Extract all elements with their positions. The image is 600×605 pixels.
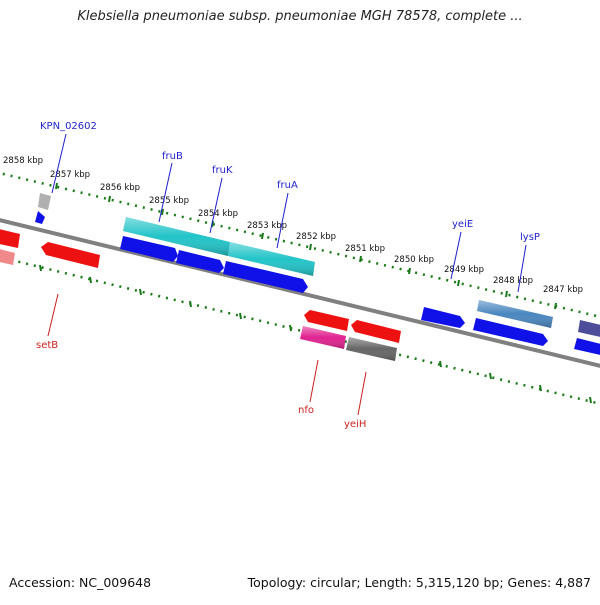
gene-setb[interactable] xyxy=(41,242,100,268)
leader-fruk xyxy=(209,177,223,234)
gene-label-frua: fruA xyxy=(277,180,298,191)
gene-kpn02602-arrow[interactable] xyxy=(35,211,45,224)
ruler-label: 2855 kbp xyxy=(149,196,189,206)
ruler-label: 2858 kbp xyxy=(3,156,43,166)
inner-major-ticks xyxy=(39,264,592,404)
gene-frub-lower[interactable] xyxy=(120,236,178,262)
genome-backbone xyxy=(0,218,600,368)
leader-yeih xyxy=(357,371,367,416)
gene-label-yeih: yeiH xyxy=(344,419,366,430)
gene-kpn02602[interactable] xyxy=(38,193,51,210)
leader-frua xyxy=(276,192,289,249)
leader-nfo xyxy=(309,359,319,403)
leader-yeie xyxy=(450,231,462,280)
ruler-label: 2847 kbp xyxy=(543,285,583,295)
ruler-label: 2848 kbp xyxy=(493,276,533,286)
gene-frua[interactable] xyxy=(223,261,308,293)
gene-shading xyxy=(123,217,553,361)
gene-yeih-red[interactable] xyxy=(351,320,401,343)
leader-lysp xyxy=(517,244,527,293)
leader-setb xyxy=(47,293,59,337)
outer-ruler-line xyxy=(0,171,600,319)
gene-pink-left[interactable] xyxy=(0,248,15,265)
outer-major-ticks xyxy=(55,182,557,310)
ruler-label: 2856 kbp xyxy=(100,183,140,193)
gene-blue-edge[interactable] xyxy=(574,338,600,356)
gene-lysp-lower[interactable] xyxy=(473,318,548,346)
gene-fruk-lower[interactable] xyxy=(176,250,224,273)
map-title: Klebsiella pneumoniae subsp. pneumoniae … xyxy=(77,9,523,24)
gene-yeie[interactable] xyxy=(421,307,465,328)
gene-slate-edge[interactable] xyxy=(578,320,600,338)
ruler-label: 2854 kbp xyxy=(198,209,238,219)
leader-frub xyxy=(158,162,173,223)
inner-ruler-line xyxy=(0,255,600,406)
ruler-label: 2853 kbp xyxy=(247,221,287,231)
ruler-label: 2851 kbp xyxy=(345,244,385,254)
ruler-label: 2852 kbp xyxy=(296,232,336,242)
gene-label-fruk: fruK xyxy=(212,165,233,176)
gene-red-left[interactable] xyxy=(0,228,20,248)
gene-label-frub: fruB xyxy=(162,151,183,162)
gene-label-kpn02602: KPN_02602 xyxy=(40,121,97,132)
gene-label-yeie: yeiE xyxy=(452,219,473,230)
gene-label-nfo: nfo xyxy=(298,405,314,416)
gene-label-setb: setB xyxy=(36,340,58,351)
leader-kpn02602 xyxy=(51,133,67,194)
ruler-label: 2857 kbp xyxy=(50,170,90,180)
gene-label-lysp: lysP xyxy=(520,232,540,243)
accession-text: Accession: NC_009648 xyxy=(9,575,152,590)
ruler-label: 2849 kbp xyxy=(444,265,484,275)
ruler-label: 2850 kbp xyxy=(394,255,434,265)
topology-text: Topology: circular; Length: 5,315,120 bp… xyxy=(247,575,591,590)
gene-nfo-red[interactable] xyxy=(304,310,349,331)
